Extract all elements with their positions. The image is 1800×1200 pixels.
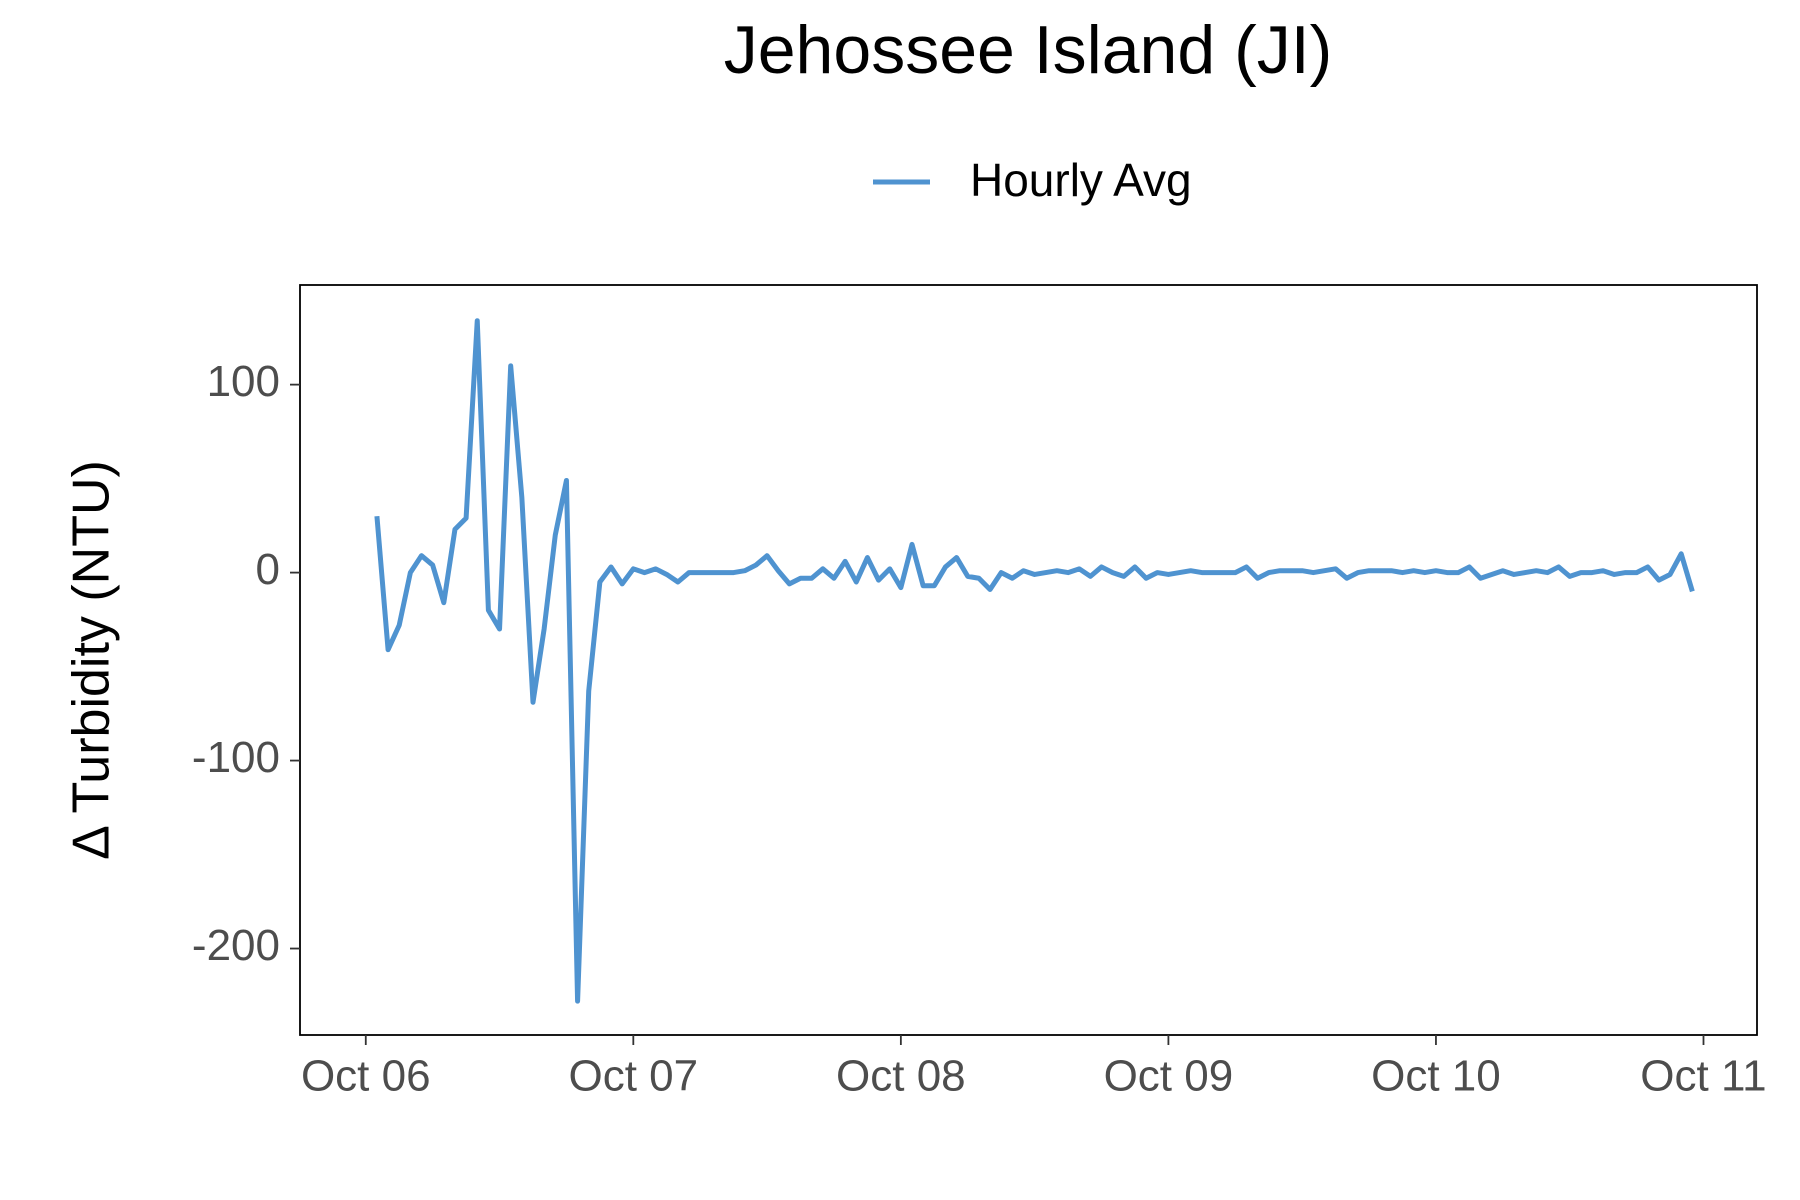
chart-title: Jehossee Island (JI): [724, 12, 1333, 88]
plot-frame: [299, 284, 1758, 1036]
x-tick-label: Oct 11: [1640, 1052, 1766, 1101]
y-tick-label: 0: [256, 545, 280, 594]
legend-label: Hourly Avg: [970, 154, 1192, 206]
data-line: [374, 318, 1695, 1004]
x-tick-label: Oct 09: [1104, 1052, 1234, 1101]
y-axis-label: Δ Turbidity (NTU): [63, 460, 121, 860]
x-tick-label: Oct 06: [301, 1052, 431, 1101]
x-tick-label: Oct 10: [1371, 1052, 1501, 1101]
x-tick-label: Oct 08: [836, 1052, 966, 1101]
y-tick-label: 100: [207, 357, 280, 406]
x-tick-label: Oct 07: [569, 1052, 699, 1101]
y-tick-label: -200: [192, 921, 280, 970]
y-tick-label: -100: [192, 733, 280, 782]
